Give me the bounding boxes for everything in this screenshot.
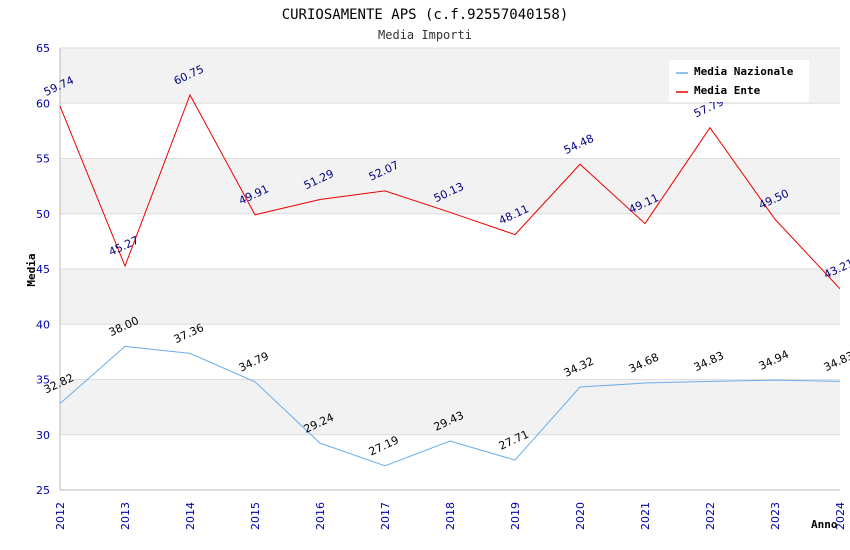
x-tick-label: 2022	[704, 502, 717, 530]
series-lines	[59, 93, 841, 467]
y-tick-label: 65	[36, 42, 50, 55]
chart-title: CURIOSAMENTE APS (c.f.92557040158)	[282, 7, 569, 23]
y-tick-label: 60	[36, 97, 50, 110]
x-tick-label: 2012	[54, 502, 67, 530]
band	[60, 269, 840, 325]
y-tick-labels: 25 30 35 40 45 50 55 60 65	[36, 42, 50, 497]
x-tick-label: 2019	[509, 502, 522, 530]
series-line-media-nazionale	[59, 345, 841, 467]
x-tick-label: 2018	[444, 502, 457, 530]
y-tick-label: 55	[36, 153, 50, 166]
x-axis-label: Anno	[811, 518, 838, 531]
legend: Media Nazionale Media Ente	[669, 60, 809, 102]
y-tick-label: 45	[36, 263, 50, 276]
y-tick-label: 35	[36, 374, 50, 387]
x-tick-label: 2020	[574, 502, 587, 530]
x-tick-label: 2021	[639, 502, 652, 530]
x-tick-label: 2015	[249, 502, 262, 530]
series-line-media-ente	[59, 93, 841, 290]
band	[60, 213, 840, 269]
y-tick-label: 50	[36, 208, 50, 221]
chart-subtitle: Media Importi	[378, 28, 472, 42]
x-tick-label: 2014	[184, 502, 197, 530]
y-axis-label: Media	[25, 253, 38, 286]
legend-label-media-ente: Media Ente	[694, 84, 761, 97]
x-tick-label: 2024	[834, 502, 847, 530]
legend-label-media-nazionale: Media Nazionale	[694, 65, 794, 78]
y-tick-label: 25	[36, 484, 50, 497]
x-tick-label: 2017	[379, 502, 392, 530]
y-tick-label: 30	[36, 429, 50, 442]
band	[60, 379, 840, 435]
x-tick-label: 2016	[314, 502, 327, 530]
y-tick-label: 40	[36, 318, 50, 331]
band	[60, 434, 840, 490]
x-tick-labels: 2012 2013 2014 2015 2016 2017 2018 2019 2020 2021…	[54, 502, 847, 530]
x-tick-label: 2023	[769, 502, 782, 530]
legend-box	[669, 60, 809, 102]
band	[60, 324, 840, 380]
band	[60, 158, 840, 214]
x-tick-label: 2013	[119, 502, 132, 530]
band	[60, 103, 840, 159]
